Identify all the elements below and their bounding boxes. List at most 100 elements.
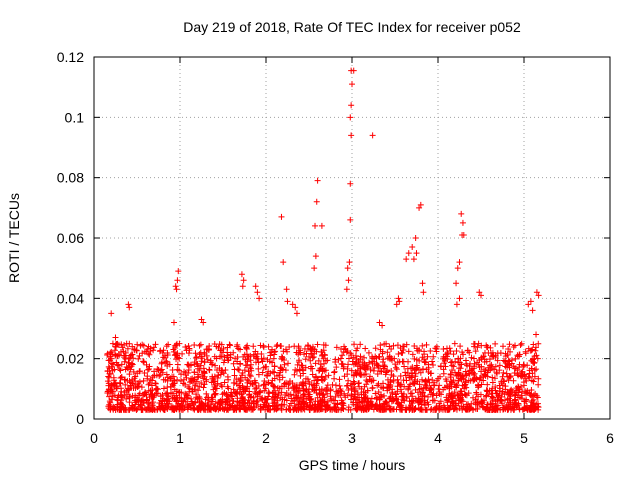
data-point: [294, 394, 301, 401]
data-point: [265, 379, 272, 386]
data-point: [160, 347, 167, 354]
data-point: [111, 382, 118, 389]
data-point: [108, 396, 115, 403]
data-point: [137, 342, 144, 349]
data-point: [514, 371, 521, 378]
data-point: [384, 367, 391, 374]
data-point: [493, 370, 500, 377]
data-point: [499, 373, 506, 380]
data-point: [176, 406, 183, 413]
data-point: [387, 356, 394, 363]
data-point: [418, 393, 425, 400]
data-point: [280, 348, 287, 355]
data-point: [478, 398, 485, 405]
data-point: [406, 383, 413, 390]
data-point: [156, 400, 163, 407]
data-point: [490, 394, 497, 401]
data-point: [217, 347, 224, 354]
data-point: [484, 406, 491, 413]
data-point: [516, 351, 523, 358]
data-point: [467, 377, 474, 384]
data-point: [135, 355, 142, 362]
y-tick-label: 0.08: [57, 170, 84, 186]
data-point: [494, 396, 501, 403]
data-point: [307, 404, 314, 411]
data-point: [201, 370, 208, 377]
data-point: [357, 341, 364, 348]
data-point: [526, 367, 533, 374]
data-point: [474, 405, 481, 412]
data-point: [354, 403, 361, 410]
data-point: [256, 389, 263, 396]
data-point: [315, 357, 322, 364]
data-point: [217, 405, 224, 412]
data-point: [475, 383, 482, 390]
chart-title: Day 219 of 2018, Rate Of TEC Index for r…: [183, 19, 521, 35]
data-point: [429, 358, 436, 365]
data-point: [471, 360, 478, 367]
data-point: [447, 374, 454, 381]
data-point: [304, 376, 311, 383]
data-point: [346, 259, 353, 266]
data-point: [527, 347, 534, 354]
data-point: [438, 391, 445, 398]
data-point: [527, 298, 534, 305]
data-point: [478, 363, 485, 370]
data-point: [428, 386, 435, 393]
data-point: [281, 361, 288, 368]
data-point: [294, 361, 301, 368]
data-point: [345, 406, 352, 413]
data-point: [239, 283, 246, 290]
data-point: [398, 399, 405, 406]
data-point: [219, 396, 226, 403]
data-point: [107, 349, 114, 356]
data-point: [525, 373, 532, 380]
data-point: [535, 381, 542, 388]
data-point: [377, 346, 384, 353]
data-point: [515, 394, 522, 401]
data-point: [398, 381, 405, 388]
data-point: [198, 379, 205, 386]
data-point: [175, 268, 182, 275]
data-point: [351, 341, 358, 348]
data-point: [160, 385, 167, 392]
data-point: [386, 405, 393, 412]
data-point: [247, 364, 254, 371]
data-point: [164, 404, 171, 411]
data-point: [367, 366, 374, 373]
data-point: [195, 365, 202, 372]
data-point: [498, 378, 505, 385]
data-point: [145, 399, 152, 406]
data-point: [285, 360, 292, 367]
data-point: [336, 376, 343, 383]
data-point: [314, 177, 321, 184]
data-point: [269, 359, 276, 366]
data-point: [188, 395, 195, 402]
data-point: [109, 340, 116, 347]
data-point: [348, 391, 355, 398]
data-point: [135, 392, 142, 399]
data-point: [159, 369, 166, 376]
axis-ticks: [93, 56, 611, 420]
data-point: [204, 356, 211, 363]
data-point: [259, 369, 266, 376]
y-tick-label: 0.06: [57, 230, 84, 246]
data-point: [416, 386, 423, 393]
data-point: [409, 364, 416, 371]
data-point: [448, 398, 455, 405]
data-point: [174, 277, 181, 284]
data-point: [458, 210, 465, 217]
data-point: [392, 390, 399, 397]
data-point: [300, 400, 307, 407]
data-point: [510, 377, 517, 384]
data-point: [200, 319, 207, 326]
data-point: [345, 361, 352, 368]
data-point: [455, 371, 462, 378]
data-point: [304, 401, 311, 408]
data-point: [445, 396, 452, 403]
data-point: [369, 385, 376, 392]
data-point: [307, 396, 314, 403]
data-point: [250, 343, 257, 350]
data-point: [457, 355, 464, 362]
data-point: [517, 383, 524, 390]
